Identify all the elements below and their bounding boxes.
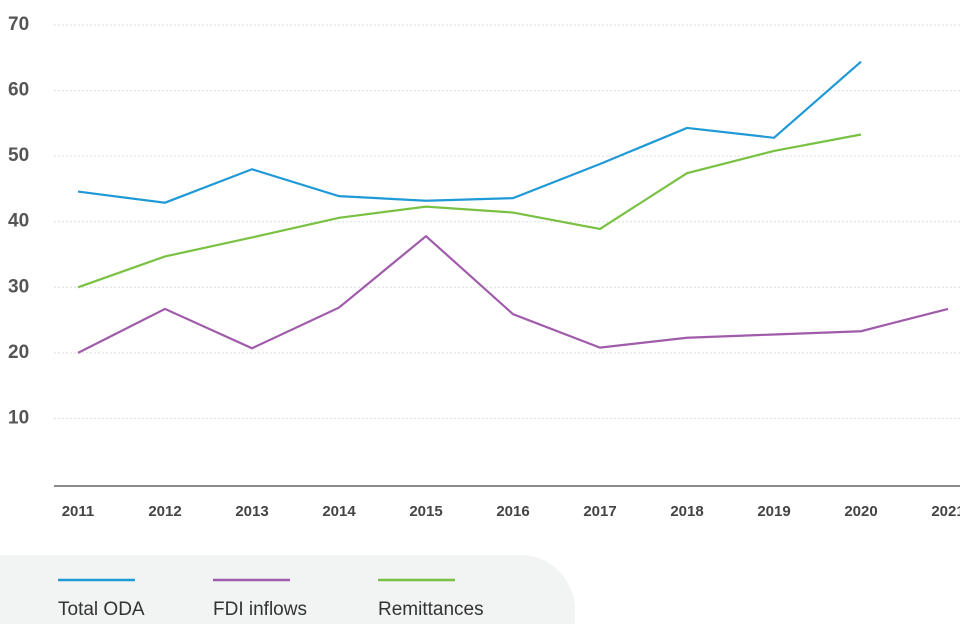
x-tick-label: 2012 bbox=[148, 503, 181, 520]
y-tick-label: 10 bbox=[8, 407, 29, 428]
legend-label: Remittances bbox=[378, 599, 484, 620]
x-tick-label: 2015 bbox=[409, 503, 442, 520]
x-tick-label: 2013 bbox=[235, 503, 268, 520]
y-tick-label: 20 bbox=[8, 342, 29, 363]
legend-label: Total ODA bbox=[58, 599, 145, 620]
legend-background bbox=[0, 555, 575, 624]
series-line bbox=[77, 234, 949, 354]
y-tick-label: 50 bbox=[8, 145, 29, 166]
x-tick-label: 2016 bbox=[496, 503, 529, 520]
series-line bbox=[77, 133, 862, 289]
y-tick-label: 60 bbox=[8, 80, 29, 101]
x-tick-label: 2020 bbox=[844, 503, 877, 520]
x-tick-label: 2017 bbox=[583, 503, 616, 520]
series-line bbox=[77, 60, 862, 204]
x-tick-label: 2011 bbox=[62, 503, 95, 520]
x-tick-label: 2021 bbox=[931, 503, 960, 520]
x-tick-label: 2018 bbox=[670, 503, 703, 520]
legend-label: FDI inflows bbox=[213, 599, 307, 620]
y-tick-label: 30 bbox=[8, 276, 29, 297]
x-tick-label: 2019 bbox=[757, 503, 790, 520]
y-tick-label: 40 bbox=[8, 211, 29, 232]
y-tick-label: 70 bbox=[8, 14, 29, 35]
x-tick-label: 2014 bbox=[322, 503, 356, 520]
